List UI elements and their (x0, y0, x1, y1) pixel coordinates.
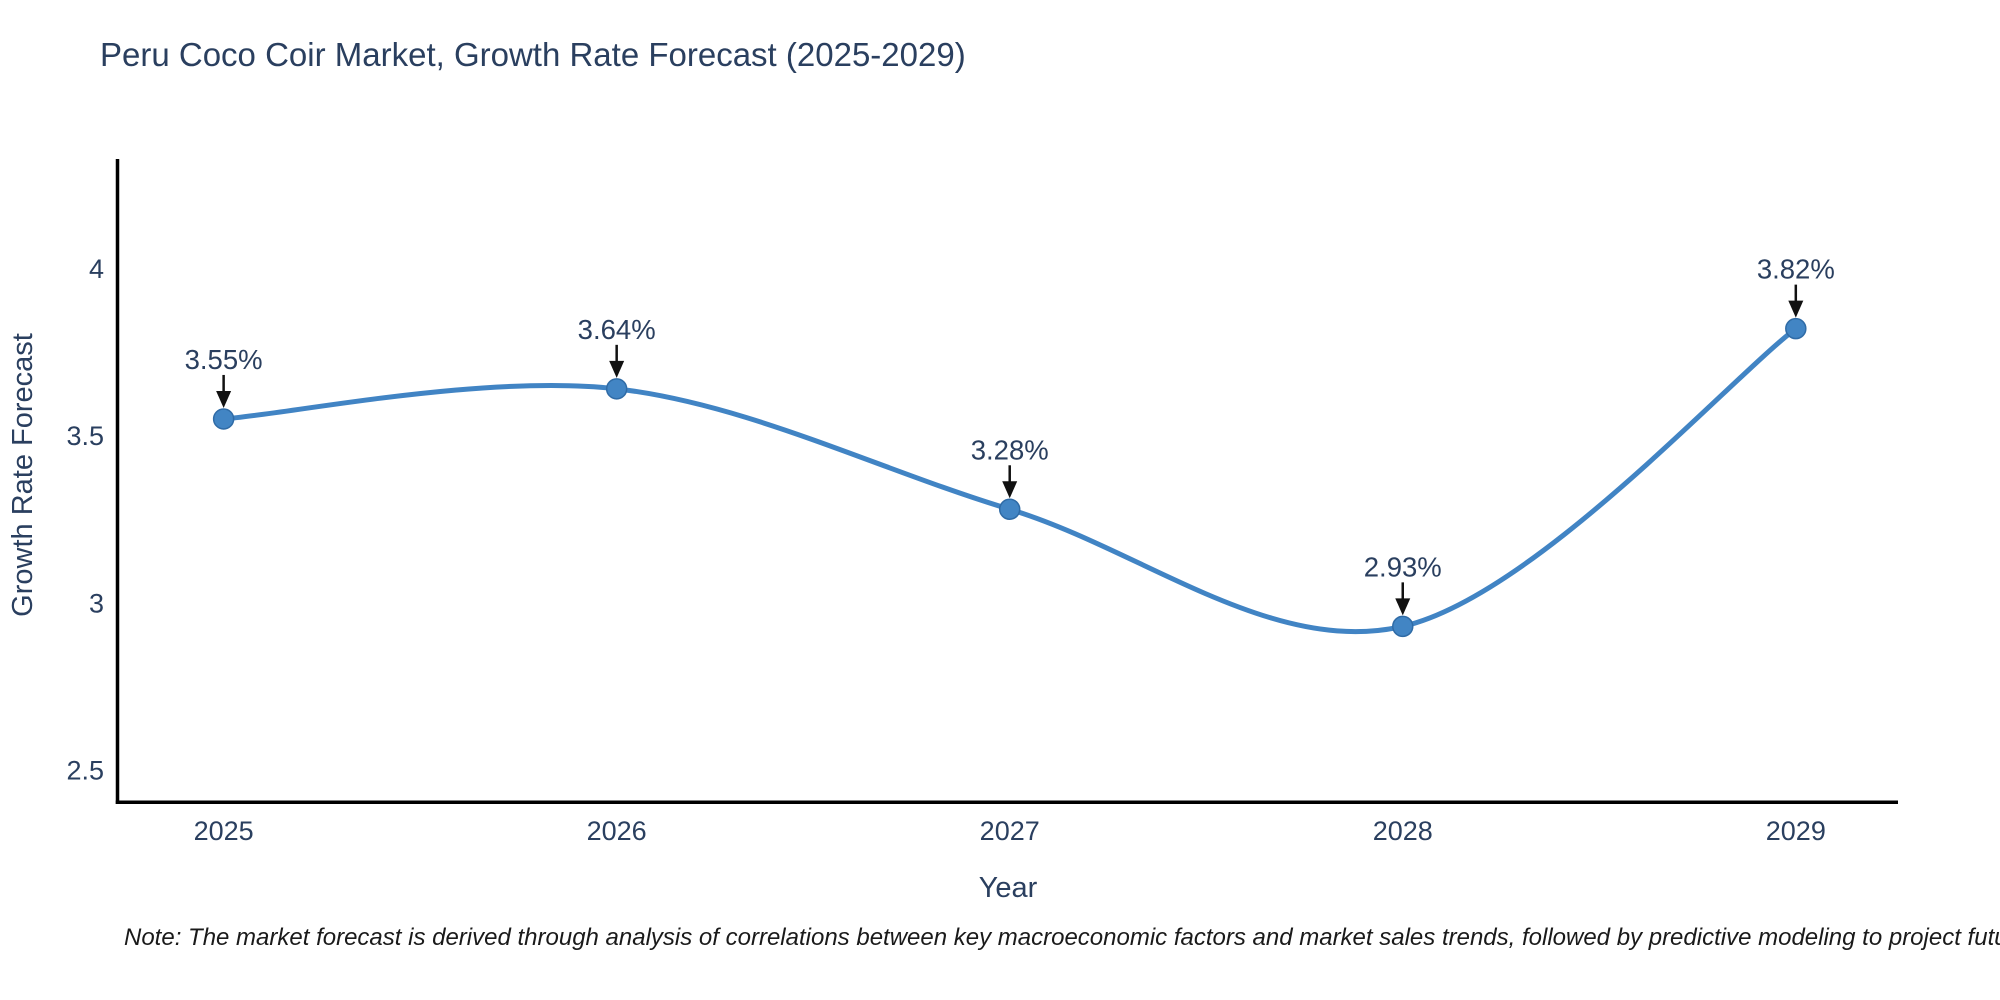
x-tick-label-2027: 2027 (980, 816, 1040, 846)
y-tick-label-4: 4 (89, 254, 104, 284)
data-point-2029[interactable] (1785, 317, 1807, 340)
annotation-arrowhead-icon-2027 (1002, 481, 1018, 499)
annotation-arrowhead-icon-2026 (609, 360, 625, 378)
point-value-label-2029: 3.82% (1757, 254, 1835, 285)
y-axis-title: Growth Rate Forecast (7, 333, 39, 617)
annotation-arrowhead-icon-2025 (216, 390, 232, 408)
x-axis-title: Year (979, 872, 1038, 904)
chart-title: Peru Coco Coir Market, Growth Rate Forec… (100, 36, 966, 73)
x-tick-label-2025: 2025 (194, 816, 254, 846)
data-point-2028[interactable] (1392, 615, 1414, 638)
data-point-2026[interactable] (605, 378, 628, 400)
x-tick-label-2028: 2028 (1373, 816, 1433, 846)
data-point-2025[interactable] (212, 408, 235, 430)
x-tick-label-2026: 2026 (587, 816, 647, 846)
plot-area: 2.5 3 3.5 4 2025 2026 2027 2028 2029 3.55% 3.64% 3.… (66, 254, 1834, 846)
footnote-text: Note: The market forecast is derived thr… (124, 924, 2000, 951)
point-value-label-2027: 3.28% (971, 434, 1049, 465)
point-value-label-2025: 3.55% (185, 344, 263, 375)
x-tick-label-2029: 2029 (1766, 816, 1826, 846)
y-tick-label-3.5: 3.5 (66, 421, 104, 451)
point-value-label-2026: 3.64% (578, 314, 656, 345)
annotation-arrowhead-icon-2029 (1788, 300, 1804, 318)
y-tick-label-3: 3 (89, 588, 104, 618)
y-tick-label-2.5: 2.5 (66, 756, 104, 786)
annotation-arrowhead-icon-2028 (1395, 598, 1411, 616)
point-value-label-2028: 2.93% (1364, 551, 1442, 582)
data-point-2027[interactable] (998, 498, 1021, 521)
